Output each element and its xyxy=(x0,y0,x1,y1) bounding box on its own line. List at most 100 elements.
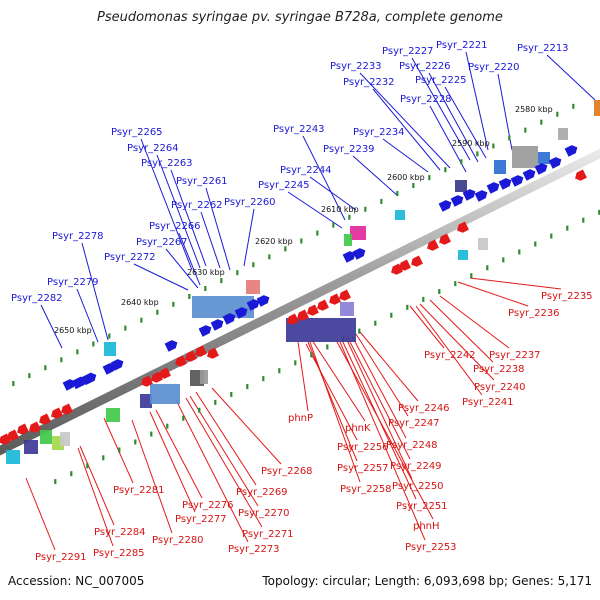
tick-dot xyxy=(198,407,201,413)
tick-dot xyxy=(556,111,559,117)
leader-line xyxy=(165,248,199,289)
gene-label-psyr-2261: Psyr_2261 xyxy=(176,176,228,187)
reverse-gene-arrow xyxy=(317,299,329,311)
feature-block xyxy=(455,180,467,192)
tick-dot xyxy=(294,360,297,366)
tick-dot xyxy=(172,301,175,307)
tick-dot xyxy=(236,270,239,276)
gene-label-psyr-2251: Psyr_2251 xyxy=(396,501,448,512)
feature-block xyxy=(140,394,152,408)
reverse-gene-arrow xyxy=(7,429,19,441)
tick-dot xyxy=(246,384,249,390)
gene-label-psyr-2225: Psyr_2225 xyxy=(415,75,467,86)
tick-dot xyxy=(124,325,127,331)
gene-label-psyr-2262: Psyr_2262 xyxy=(171,200,223,211)
tick-dot xyxy=(476,151,479,157)
leader-line xyxy=(133,263,189,291)
gene-label-psyr-2240: Psyr_2240 xyxy=(474,382,526,393)
gene-label-psyr-2239: Psyr_2239 xyxy=(323,144,375,155)
leader-line xyxy=(131,419,173,534)
tick-dot xyxy=(12,381,15,387)
leader-line xyxy=(419,303,495,381)
feature-block xyxy=(458,250,468,260)
tick-dot xyxy=(310,352,313,358)
tick-dot xyxy=(326,344,329,350)
tick-dot xyxy=(332,222,335,228)
leader-line xyxy=(307,341,358,462)
gene-label-psyr-2263: Psyr_2263 xyxy=(141,158,193,169)
forward-gene-arrow xyxy=(222,313,236,325)
tick-dot xyxy=(502,257,505,263)
kbp-tick-labels: 2580 kbp 2590 kbp 2600 kbp 2610 kbp 2620 kbp… xyxy=(54,105,553,335)
feature-block xyxy=(340,302,354,316)
map-title: Pseudomonas syringae pv. syringae B728a,… xyxy=(97,10,503,25)
gene-label-psyr-2245: Psyr_2245 xyxy=(258,180,310,191)
tick-dot xyxy=(284,246,287,252)
gene-label-psyr-2268: Psyr_2268 xyxy=(261,466,313,477)
forward-gene-arrow xyxy=(342,251,356,263)
forward-gene-arrow xyxy=(438,200,452,212)
tick-dot xyxy=(92,341,95,347)
forward-gene-arrow xyxy=(198,325,212,337)
leader-line xyxy=(409,305,445,349)
leader-line xyxy=(189,395,259,507)
tick-dot xyxy=(268,254,271,260)
leader-line xyxy=(411,57,471,161)
reverse-gene-arrow xyxy=(61,403,73,415)
reverse-gene-arrow xyxy=(307,304,319,316)
tick-label-2580-kbp: 2580 kbp xyxy=(515,105,553,114)
forward-gene-arrow xyxy=(234,307,248,319)
forward-gene-arrow xyxy=(102,363,116,375)
tick-dot xyxy=(86,463,89,469)
tick-dot xyxy=(118,447,121,453)
leader-line xyxy=(76,288,99,343)
forward-gene-arrow xyxy=(498,178,512,190)
leader-line xyxy=(195,391,257,486)
gene-label-psyr-2250: Psyr_2250 xyxy=(392,481,444,492)
forward-gene-arrow xyxy=(534,163,548,175)
leader-line xyxy=(444,86,487,159)
tick-dot xyxy=(374,320,377,326)
reverse-gene-arrow xyxy=(0,433,11,445)
tick-dot xyxy=(278,368,281,374)
tick-dot xyxy=(412,183,415,189)
feature-block xyxy=(6,450,20,464)
leader-line xyxy=(465,51,489,151)
leader-line xyxy=(429,105,467,173)
tick-dot xyxy=(76,349,79,355)
leader-line xyxy=(415,305,483,396)
leader-line xyxy=(352,155,399,197)
reverse-gene-arrow xyxy=(195,345,207,357)
tick-label-2630-kbp: 2630 kbp xyxy=(187,268,225,277)
leader-line xyxy=(79,445,115,526)
reverse-gene-arrow xyxy=(427,239,439,251)
leader-line xyxy=(355,333,409,417)
feature-block xyxy=(558,128,568,140)
tick-dot xyxy=(134,439,137,445)
gene-label-psyr-2237: Psyr_2237 xyxy=(489,350,541,361)
gene-label-psyr-2234: Psyr_2234 xyxy=(353,127,405,138)
forward-gene-arrow xyxy=(352,248,366,260)
tick-dot xyxy=(140,317,143,323)
leader-line xyxy=(305,343,358,441)
feature-block xyxy=(344,234,352,246)
gene-label-psyr-2276: Psyr_2276 xyxy=(182,500,234,511)
gene-label-psyr-2244: Psyr_2244 xyxy=(280,165,332,176)
gene-label-psyr-2228: Psyr_2228 xyxy=(400,94,452,105)
leader-line xyxy=(359,331,419,402)
tick-dot xyxy=(540,119,543,125)
tick-dot xyxy=(572,103,575,109)
gene-label-phnp: phnP xyxy=(288,413,313,424)
tick-dot xyxy=(524,127,527,133)
leader-line xyxy=(185,397,263,528)
forward-gene-arrow xyxy=(486,182,500,194)
feature-block xyxy=(538,152,550,164)
gene-label-psyr-2226: Psyr_2226 xyxy=(399,61,451,72)
leader-line xyxy=(149,411,196,513)
feature-block xyxy=(246,280,260,294)
reverse-gene-arrow xyxy=(575,169,587,181)
tick-dot xyxy=(454,281,457,287)
feature-block xyxy=(512,146,538,168)
gene-label-psyr-2213: Psyr_2213 xyxy=(517,43,569,54)
